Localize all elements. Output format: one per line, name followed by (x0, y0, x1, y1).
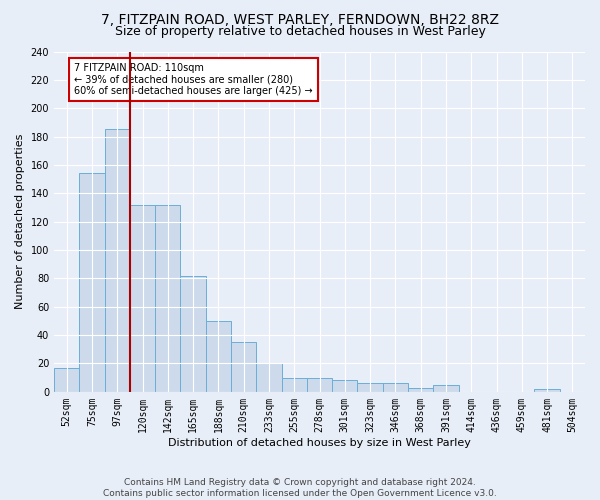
Y-axis label: Number of detached properties: Number of detached properties (15, 134, 25, 310)
Bar (231, 342, 256, 392)
Bar (130, 204, 155, 392)
Bar (433, 384, 458, 392)
Text: 7, FITZPAIN ROAD, WEST PARLEY, FERNDOWN, BH22 8RZ: 7, FITZPAIN ROAD, WEST PARLEY, FERNDOWN,… (101, 12, 499, 26)
Bar (307, 378, 332, 392)
Bar (104, 130, 130, 392)
Bar (54, 368, 79, 392)
Bar (206, 321, 231, 392)
Bar (79, 174, 104, 392)
Bar (181, 276, 206, 392)
Bar (155, 204, 181, 392)
Bar (383, 384, 408, 392)
Bar (408, 388, 433, 392)
Bar (281, 378, 307, 392)
X-axis label: Distribution of detached houses by size in West Parley: Distribution of detached houses by size … (168, 438, 471, 448)
Bar (256, 364, 281, 392)
Bar (358, 384, 383, 392)
Bar (535, 389, 560, 392)
Text: 7 FITZPAIN ROAD: 110sqm
← 39% of detached houses are smaller (280)
60% of semi-d: 7 FITZPAIN ROAD: 110sqm ← 39% of detache… (74, 63, 313, 96)
Text: Contains HM Land Registry data © Crown copyright and database right 2024.
Contai: Contains HM Land Registry data © Crown c… (103, 478, 497, 498)
Text: Size of property relative to detached houses in West Parley: Size of property relative to detached ho… (115, 25, 485, 38)
Bar (332, 380, 358, 392)
